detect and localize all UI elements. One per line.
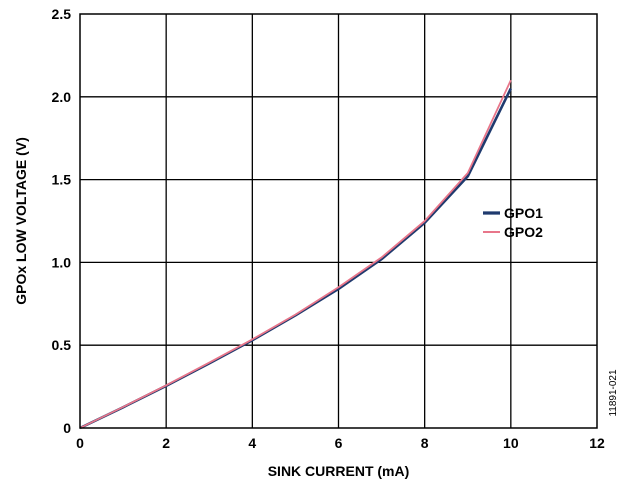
grid — [80, 14, 597, 428]
x-tick-label: 10 — [503, 435, 519, 451]
y-tick-label: 2.5 — [52, 6, 72, 22]
x-tick-label: 0 — [76, 435, 84, 451]
series-lines — [79, 79, 512, 430]
legend-label: GPO1 — [504, 205, 543, 221]
y-axis-ticks: 0 0.5 1.0 1.5 2.0 2.5 — [52, 6, 72, 436]
x-axis-ticks: 0 2 4 6 8 10 12 — [76, 435, 605, 451]
x-tick-label: 6 — [335, 435, 343, 451]
x-tick-label: 12 — [589, 435, 605, 451]
legend-label: GPO2 — [504, 224, 543, 240]
series-line-gpo1 — [79, 87, 512, 430]
x-tick-label: 2 — [162, 435, 170, 451]
series-line-gpo2 — [79, 79, 512, 429]
plot-frame — [79, 13, 598, 429]
figure-id: 11891-021 — [608, 369, 619, 417]
y-tick-label: 1.5 — [52, 172, 72, 188]
y-tick-label: 0.5 — [52, 337, 72, 353]
y-tick-label: 2.0 — [52, 89, 72, 105]
y-tick-label: 1.0 — [52, 254, 72, 270]
x-axis-title: SINK CURRENT (mA) — [268, 463, 410, 479]
x-tick-label: 4 — [248, 435, 256, 451]
y-axis-title: GPOx LOW VOLTAGE (V) — [13, 137, 29, 304]
x-tick-label: 8 — [421, 435, 429, 451]
legend: GPO1 GPO2 — [483, 205, 543, 240]
y-tick-label: 0 — [63, 420, 71, 436]
